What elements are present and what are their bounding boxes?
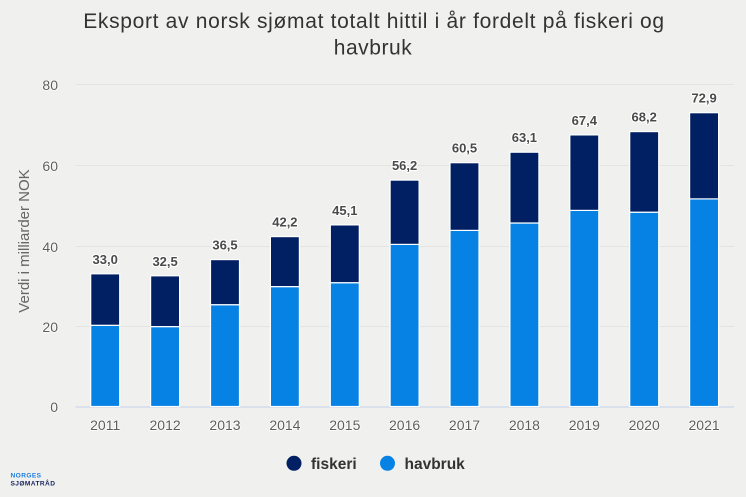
svg-text:2021: 2021 [689,417,720,433]
svg-text:80: 80 [42,77,58,93]
svg-text:32,5: 32,5 [152,254,177,269]
svg-text:2017: 2017 [449,417,480,433]
svg-text:33,0: 33,0 [93,252,118,267]
svg-text:45,1: 45,1 [332,203,357,218]
svg-text:67,4: 67,4 [572,113,598,128]
svg-text:0: 0 [50,399,58,415]
svg-text:20: 20 [42,319,58,335]
svg-text:36,5: 36,5 [212,238,237,253]
svg-text:2012: 2012 [150,417,181,433]
svg-text:NORGES: NORGES [11,473,42,480]
svg-text:2020: 2020 [629,417,660,433]
svg-text:2018: 2018 [509,417,540,433]
svg-text:40: 40 [42,239,58,255]
svg-text:havbruk: havbruk [334,36,413,59]
svg-text:Verdi i milliarder NOK: Verdi i milliarder NOK [16,169,33,312]
svg-text:68,2: 68,2 [632,110,657,125]
svg-text:2015: 2015 [329,417,360,433]
svg-text:fiskeri: fiskeri [311,456,357,473]
svg-text:63,1: 63,1 [512,130,537,145]
svg-text:2013: 2013 [209,417,240,433]
svg-text:60,5: 60,5 [452,141,477,156]
svg-text:havbruk: havbruk [405,456,466,473]
svg-text:42,2: 42,2 [272,215,297,230]
svg-text:2014: 2014 [269,417,300,433]
svg-text:2019: 2019 [569,417,600,433]
svg-text:Eksport av norsk sjømat totalt: Eksport av norsk sjømat totalt hittil i … [83,10,665,33]
svg-text:72,9: 72,9 [691,91,716,106]
svg-text:60: 60 [42,158,58,174]
svg-text:2016: 2016 [389,417,420,433]
svg-text:56,2: 56,2 [392,158,417,173]
svg-text:2011: 2011 [90,417,120,433]
svg-text:SJØMATRÅD: SJØMATRÅD [11,479,56,488]
